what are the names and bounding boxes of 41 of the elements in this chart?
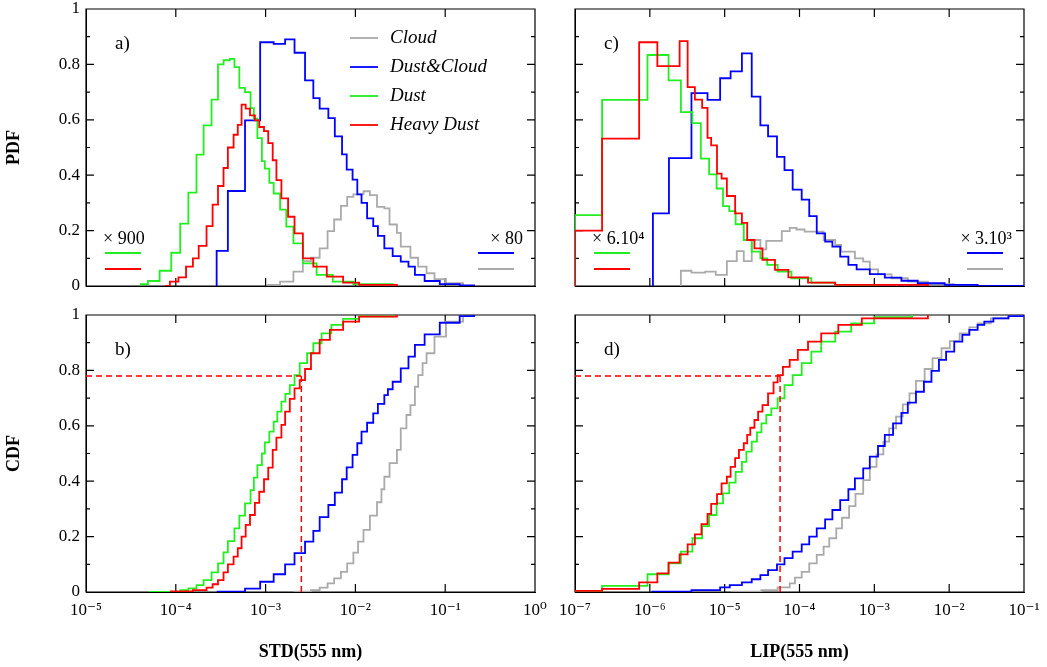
x-axis-title: LIP(555 nm) (750, 640, 849, 662)
x-tick-label: 10⁰ (523, 599, 548, 619)
x-tick-label: 10⁻⁵ (708, 599, 741, 619)
y-tick-label: 0.6 (58, 415, 80, 435)
x-tick-label: 10⁻⁵ (70, 599, 103, 619)
x-tick-label: 10⁻² (933, 599, 965, 619)
x-tick-label: 10⁻¹ (429, 599, 461, 619)
x-tick-label: 10⁻⁶ (633, 599, 666, 619)
annotation: a) (115, 31, 130, 54)
legend-label: Heavy Dust (389, 113, 480, 134)
x-tick-label: 10⁻³ (858, 599, 890, 619)
y-tick-label: 0.4 (58, 470, 81, 490)
y-tick-label: 0.6 (58, 109, 80, 129)
x-tick-label: 10⁻⁴ (159, 599, 192, 619)
y-tick-label: 0.8 (58, 53, 80, 73)
y-tick-label: 0.8 (58, 359, 80, 379)
x-tick-label: 10⁻³ (250, 599, 282, 619)
annotation: × 6.10⁴ (592, 227, 645, 248)
legend-label: Dust&Cloud (389, 55, 488, 76)
y-axis-title: PDF (3, 130, 24, 165)
annotation: d) (604, 337, 620, 360)
y-tick-label: 0 (71, 275, 80, 295)
x-axis-title: STD(555 nm) (258, 640, 363, 662)
legend-label: Dust (389, 84, 427, 105)
annotation: c) (604, 31, 619, 54)
y-axis-title: CDF (3, 435, 24, 472)
y-tick-label: 0 (71, 581, 80, 601)
annotation: × 3.10³ (960, 227, 1013, 248)
x-tick-label: 10⁻² (339, 599, 371, 619)
y-tick-label: 0.4 (58, 164, 81, 184)
x-tick-label: 10⁻⁷ (559, 599, 592, 619)
legend-label: Cloud (390, 26, 437, 47)
y-tick-label: 0.2 (58, 526, 80, 546)
y-tick-label: 1 (71, 0, 80, 18)
y-tick-label: 0.2 (58, 220, 80, 240)
x-tick-label: 10⁻⁴ (783, 599, 816, 619)
annotation: × 80 (490, 227, 523, 248)
x-tick-label: 10⁻¹ (1008, 599, 1040, 619)
annotation: × 900 (103, 227, 145, 248)
annotation: b) (115, 337, 131, 360)
y-tick-label: 1 (71, 304, 80, 324)
